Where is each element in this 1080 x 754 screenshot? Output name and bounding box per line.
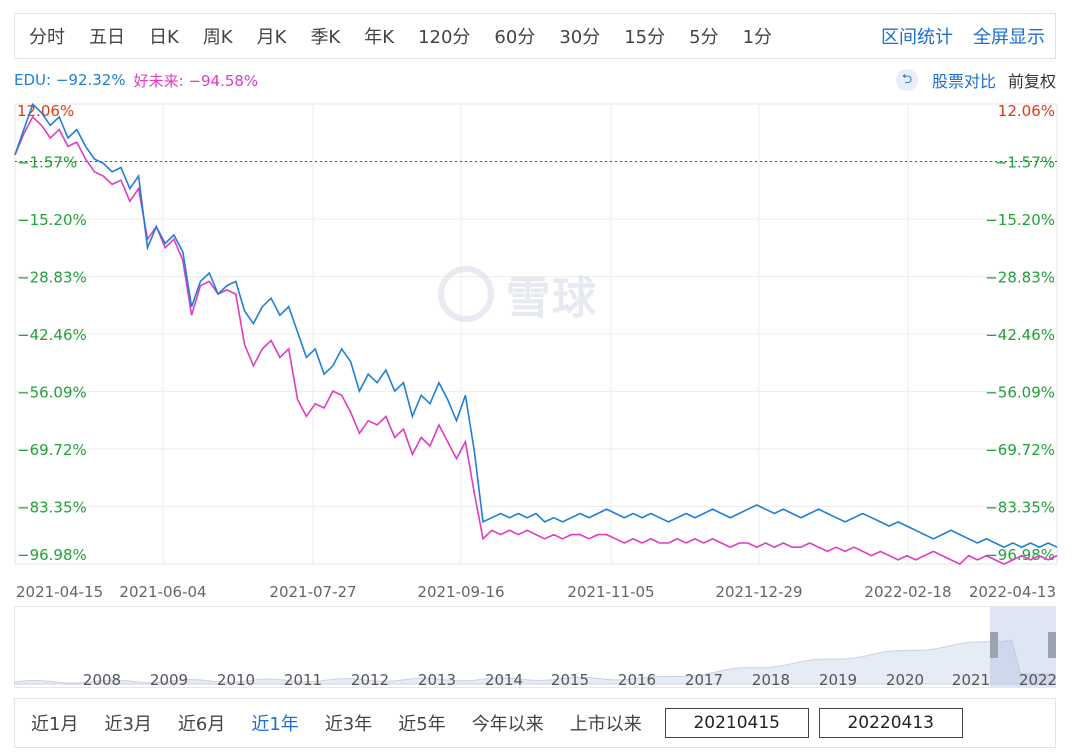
- navigator-handle-right: [1048, 632, 1056, 658]
- navigator-year-label: 2008: [83, 671, 121, 688]
- legend-actions: ⮌ 股票对比 前复权: [895, 68, 1056, 92]
- y-tick-label-left: −42.46%: [17, 326, 87, 344]
- navigator-area: [14, 639, 1056, 685]
- watermark: 雪球: [438, 262, 598, 326]
- y-tick-label-left: −28.83%: [17, 269, 87, 287]
- y-tick-label-right: −56.09%: [985, 384, 1055, 402]
- end-date-input[interactable]: 20220413: [818, 708, 963, 738]
- range-tab[interactable]: 上市以来: [569, 714, 642, 735]
- navigator-year-label: 2020: [886, 671, 924, 688]
- period-tab[interactable]: 60分: [494, 27, 536, 48]
- x-tick-label: 2021-12-29: [715, 583, 802, 601]
- snowball-logo-icon: [438, 266, 494, 322]
- y-tick-label-left: −96.98%: [17, 546, 87, 564]
- period-tab[interactable]: 季K: [310, 27, 341, 48]
- start-date-input[interactable]: 20210415: [664, 708, 809, 738]
- y-tick-label-left: −15.20%: [17, 211, 87, 229]
- y-tick-label-right: −69.72%: [985, 441, 1055, 459]
- swap-icon[interactable]: ⮌: [895, 69, 918, 91]
- navigator-year-label: 2016: [618, 671, 656, 688]
- navigator-year-label: 2022: [1019, 671, 1056, 688]
- x-tick-label: 2021-06-04: [119, 583, 206, 601]
- range-tab[interactable]: 今年以来: [471, 714, 544, 735]
- navigator-selection: [990, 607, 1055, 687]
- y-tick-label-right: −1.57%: [995, 154, 1055, 172]
- range-tab[interactable]: 近1月: [31, 714, 79, 735]
- series-line-hao: [14, 115, 1058, 566]
- x-tick-label: 2022-04-13: [969, 583, 1056, 601]
- navigator-year-label: 2017: [685, 671, 723, 688]
- period-tab[interactable]: 年K: [364, 27, 395, 48]
- watermark-text: 雪球: [506, 273, 598, 324]
- x-tick-label: 2022-02-18: [864, 583, 951, 601]
- fullscreen-button[interactable]: 全屏显示: [973, 27, 1045, 48]
- navigator-year-label: 2009: [150, 671, 188, 688]
- range-tab-active[interactable]: 近1年: [251, 714, 299, 735]
- range-stats-button[interactable]: 区间统计: [881, 27, 953, 48]
- range-tab[interactable]: 近6月: [177, 714, 226, 735]
- stock-compare-button[interactable]: 股票对比: [931, 72, 996, 91]
- y-tick-label-right: −83.35%: [985, 499, 1055, 517]
- legend-edu: EDU: −92.32%: [14, 71, 126, 89]
- period-tab[interactable]: 5分: [689, 27, 719, 48]
- range-tab[interactable]: 近5年: [398, 714, 446, 735]
- navigator-year-label: 2019: [819, 671, 857, 688]
- period-tab[interactable]: 月K: [256, 27, 287, 48]
- navigator-year-label: 2012: [351, 671, 389, 688]
- period-tab[interactable]: 1分: [742, 27, 773, 48]
- navigator-chart[interactable]: 2008 2009 2010 2011 2012 2013 2014 2015 2016 2017…: [14, 606, 1056, 688]
- navigator-handle-left: [990, 632, 998, 658]
- y-tick-label-left: −56.09%: [17, 384, 87, 402]
- navigator-year-label: 2013: [418, 671, 456, 688]
- period-tab[interactable]: 五日: [89, 27, 125, 48]
- period-tab[interactable]: 30分: [559, 27, 601, 48]
- period-tab[interactable]: 分时: [29, 27, 65, 48]
- y-tick-label-right: −15.20%: [985, 211, 1055, 229]
- navigator-year-label: 2014: [485, 671, 523, 688]
- x-tick-label: 2021-11-05: [567, 583, 654, 601]
- y-tick-label-left: −83.35%: [17, 499, 87, 517]
- navigator-year-label: 2015: [551, 671, 589, 688]
- adjust-mode-button[interactable]: 前复权: [1007, 72, 1056, 91]
- period-toolbar: 分时 五日 日K 周K 月K 季K 年K 120分 60分 30分 15分 5分…: [14, 13, 1056, 59]
- y-tick-label-right: 12.06%: [998, 102, 1055, 120]
- x-tick-label: 2021-04-15: [16, 583, 103, 601]
- y-tick-label-right: −28.83%: [985, 269, 1055, 287]
- navigator-year-label: 2018: [752, 671, 790, 688]
- period-tab[interactable]: 日K: [149, 27, 179, 48]
- navigator-year-label: 2010: [217, 671, 255, 688]
- main-chart[interactable]: 12.06% 12.06%−1.57% −1.57%−15.20% −15.20%−2…: [0, 90, 1080, 606]
- range-toolbar: 近1月 近3月 近6月 近1年 近3年 近5年 今年以来 上市以来 202104…: [14, 698, 1056, 748]
- period-tab[interactable]: 120分: [418, 27, 471, 48]
- x-tick-label: 2021-09-16: [417, 583, 504, 601]
- navigator-year-label: 2021: [952, 671, 990, 688]
- y-tick-label-left: −1.57%: [17, 154, 77, 172]
- y-tick-label-right: −42.46%: [985, 326, 1055, 344]
- period-tab[interactable]: 15分: [624, 27, 666, 48]
- range-tab[interactable]: 近3年: [324, 714, 373, 735]
- y-tick-label-left: −69.72%: [17, 441, 87, 459]
- top-actions: 区间统计 全屏显示: [871, 23, 1055, 49]
- y-tick-label-right: −96.98%: [985, 546, 1055, 564]
- legend-row: EDU: −92.32% 好未来: −94.58% ⮌ 股票对比 前复权: [14, 68, 1056, 92]
- legend-hao: 好未来: −94.58%: [133, 71, 259, 90]
- period-tab[interactable]: 周K: [202, 27, 233, 48]
- range-tab[interactable]: 近3月: [104, 714, 152, 735]
- x-tick-label: 2021-07-27: [269, 583, 356, 601]
- navigator-year-label: 2011: [284, 671, 322, 688]
- series-line-edu: [14, 102, 1058, 549]
